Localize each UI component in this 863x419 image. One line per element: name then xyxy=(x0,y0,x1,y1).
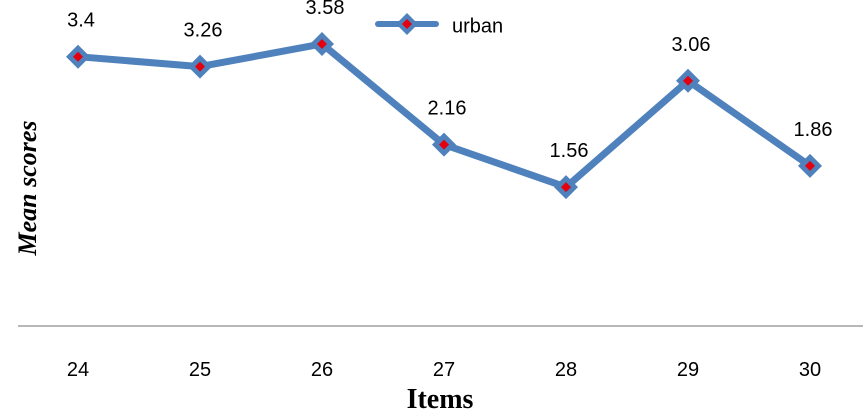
x-tick-labels: 24 25 26 27 28 29 30 xyxy=(67,359,821,381)
data-label: 1.86 xyxy=(794,119,833,141)
x-tick-label: 28 xyxy=(555,359,577,381)
x-tick-label: 29 xyxy=(677,359,699,381)
y-axis-title: Mean scores xyxy=(13,120,42,256)
data-label: 3.4 xyxy=(67,10,95,32)
data-label: 1.56 xyxy=(550,140,589,162)
data-point-marker-center xyxy=(805,160,815,171)
data-label: 3.26 xyxy=(184,20,223,42)
data-label: 2.16 xyxy=(428,98,467,120)
data-label: 3.58 xyxy=(306,0,345,19)
data-label: 3.06 xyxy=(672,34,711,56)
x-tick-label: 24 xyxy=(67,359,89,381)
data-labels: 3.4 3.26 3.58 2.16 1.56 3.06 1.86 xyxy=(67,0,832,162)
x-tick-label: 27 xyxy=(433,359,455,381)
data-point-marker-center xyxy=(317,38,327,49)
x-tick-label: 25 xyxy=(189,359,211,381)
x-tick-label: 30 xyxy=(799,359,821,381)
data-point-marker-center xyxy=(73,51,83,62)
data-point-marker-center xyxy=(561,182,571,193)
y-axis-title-group: Mean scores xyxy=(13,120,42,256)
data-point-marker-center xyxy=(439,139,449,150)
data-point-marker-center xyxy=(683,75,693,86)
data-point-marker-center xyxy=(195,61,205,72)
legend-marker-inner xyxy=(402,19,412,29)
x-axis-title: Items xyxy=(407,384,474,415)
legend: urban xyxy=(375,13,503,37)
legend-label: urban xyxy=(452,15,503,37)
series-markers xyxy=(66,31,822,200)
x-tick-label: 26 xyxy=(311,359,333,381)
